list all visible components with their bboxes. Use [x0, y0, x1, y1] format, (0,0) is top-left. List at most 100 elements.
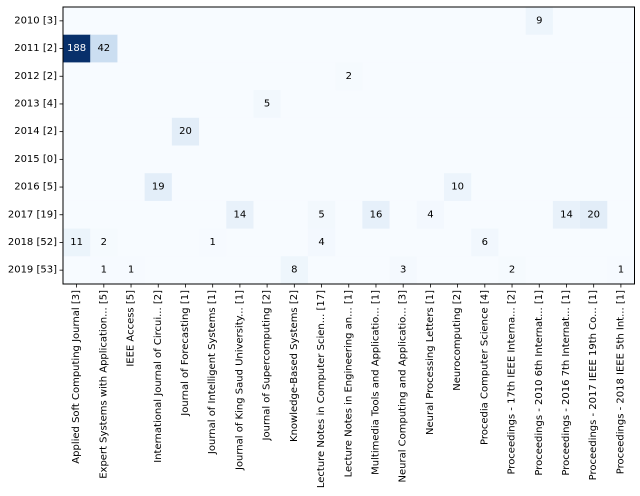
heatmap-cell	[199, 256, 227, 285]
heatmap-cell	[362, 62, 390, 91]
x-axis-ticks: Applied Soft Computing Journal [3] Expert…	[71, 284, 626, 488]
x-tick-label: Lecture Notes in Computer Scien... [17]	[316, 290, 327, 488]
heatmap-cell	[444, 256, 472, 285]
cell-value-label: 2	[509, 265, 515, 276]
heatmap-cell	[144, 117, 173, 146]
heatmap-cell	[171, 7, 200, 36]
heatmap-cell	[199, 62, 227, 91]
cell-value-label: 8	[291, 265, 297, 276]
heatmap-cell	[471, 117, 499, 146]
heatmap-cell	[416, 173, 445, 202]
heatmap-cell	[199, 228, 227, 257]
heatmap-cell	[253, 173, 282, 202]
heatmap-cell	[498, 145, 527, 174]
heatmap-cell	[63, 117, 91, 146]
cell-value-label: 1	[128, 265, 134, 276]
heatmap-cell	[117, 256, 146, 285]
x-tick-label: Lecture Notes in Engineering an... [1]	[343, 290, 354, 478]
heatmap-cell	[525, 200, 554, 229]
heatmap-cell	[199, 200, 227, 229]
heatmap-cell	[552, 117, 581, 146]
heatmap-cell	[389, 228, 418, 257]
cell-value-label: 5	[264, 98, 270, 109]
y-tick-label: 2013 [4]	[14, 98, 57, 109]
cell-value-label: 1	[209, 237, 215, 248]
heatmap-cell	[144, 256, 173, 285]
heatmap-cell	[444, 117, 472, 146]
heatmap-cell	[362, 7, 390, 36]
heatmap-cell	[607, 173, 635, 202]
heatmap-cell	[416, 7, 445, 36]
heatmap-cell	[63, 90, 91, 119]
cell-value-label: 14	[560, 209, 573, 220]
heatmap-cell	[552, 145, 581, 174]
heatmap-cell	[144, 228, 173, 257]
heatmap-cell	[335, 7, 363, 36]
heatmap-cell	[498, 200, 527, 229]
heatmap-cell	[117, 7, 146, 36]
heatmap-cell	[117, 62, 146, 91]
x-tick-label: Proceedings - 2018 IEEE 5th Int... [1]	[615, 290, 626, 474]
heatmap-cell	[226, 117, 254, 146]
cell-value-label: 3	[400, 265, 406, 276]
x-tick-label: Journal of Intelligent Systems [1]	[207, 290, 218, 455]
heatmap-cell	[362, 173, 390, 202]
heatmap-cell	[580, 173, 608, 202]
heatmap-cell	[416, 62, 445, 91]
heatmap-cell	[607, 228, 635, 257]
y-tick-label: 2011 [2]	[14, 43, 57, 54]
heatmap-cell	[580, 34, 608, 63]
heatmap-cell	[525, 256, 554, 285]
heatmap-cell	[307, 200, 336, 229]
heatmap-cell	[117, 117, 146, 146]
heatmap-cell	[389, 34, 418, 63]
heatmap-cell	[580, 228, 608, 257]
cell-value-label: 2	[346, 71, 352, 82]
heatmap-cell	[552, 228, 581, 257]
heatmap-cell	[471, 228, 499, 257]
heatmap-cell	[226, 34, 254, 63]
heatmap-cell	[525, 7, 554, 36]
x-tick-label: Expert Systems with Application... [5]	[98, 290, 109, 479]
heatmap-cell	[607, 145, 635, 174]
heatmap-cell	[63, 173, 91, 202]
heatmap-cell	[389, 200, 418, 229]
x-tick-label: International Journal of Circui... [2]	[153, 290, 164, 463]
heatmap-cell	[580, 200, 608, 229]
heatmap-cell	[498, 256, 527, 285]
heatmap-cell	[226, 145, 254, 174]
heatmap-cell	[471, 90, 499, 119]
heatmap-cell	[498, 62, 527, 91]
heatmap-cell	[389, 90, 418, 119]
cell-value-label: 16	[370, 209, 383, 220]
heatmap-cell	[63, 62, 91, 91]
heatmap-cell	[444, 7, 472, 36]
heatmap-cell	[471, 7, 499, 36]
heatmap-cell	[226, 90, 254, 119]
heatmap-cell	[444, 173, 472, 202]
heatmap-cell	[199, 7, 227, 36]
x-tick-label: Knowledge-Based Systems [2]	[289, 290, 300, 442]
heatmap-cell	[444, 34, 472, 63]
heatmap-cell	[199, 145, 227, 174]
heatmap-cell	[307, 228, 336, 257]
heatmap-cell	[607, 34, 635, 63]
heatmap-cell	[335, 90, 363, 119]
cell-value-label: 2	[101, 237, 107, 248]
y-tick-label: 2010 [3]	[14, 15, 57, 26]
heatmap-cell	[607, 7, 635, 36]
y-tick-label: 2017 [19]	[8, 209, 57, 220]
heatmap-cell	[253, 7, 282, 36]
heatmap-cell	[335, 173, 363, 202]
heatmap-cell	[471, 256, 499, 285]
heatmap-cell	[63, 228, 91, 257]
x-tick-label: Applied Soft Computing Journal [3]	[71, 290, 82, 464]
heatmap-cell	[90, 117, 118, 146]
heatmap-cell	[552, 90, 581, 119]
heatmap-cell	[171, 145, 200, 174]
heatmap-cell	[335, 145, 363, 174]
heatmap-cell	[253, 90, 282, 119]
x-tick-label: Proceedings - 2016 7th Internat... [1]	[561, 290, 572, 476]
heatmap-cell	[362, 228, 390, 257]
heatmap-cell	[307, 7, 336, 36]
